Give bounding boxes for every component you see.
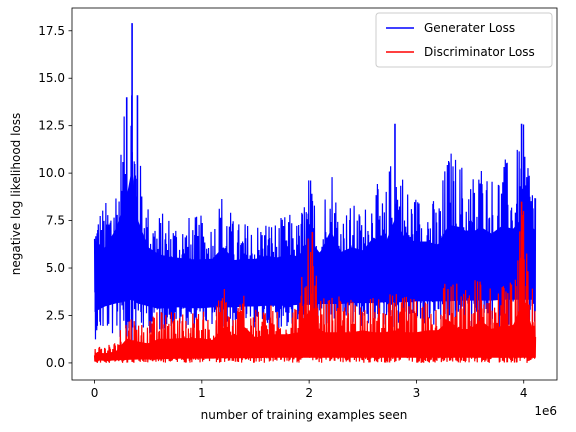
y-tick-label: 12.5 bbox=[38, 119, 65, 133]
series-core-band bbox=[94, 299, 536, 361]
y-tick-label: 17.5 bbox=[38, 24, 65, 38]
y-tick-label: 7.5 bbox=[46, 214, 65, 228]
y-axis: 0.0 2.5 5.0 7.5 10.0 12.5 15.0 17.5 bbox=[38, 24, 72, 370]
series-layer bbox=[93, 23, 537, 363]
y-tick-label: 2.5 bbox=[46, 308, 65, 322]
y-tick-label: 0.0 bbox=[46, 356, 65, 370]
series-generater-loss bbox=[93, 23, 537, 344]
x-axis: 0 1 2 3 4 bbox=[91, 380, 528, 400]
series-core-band bbox=[94, 171, 536, 312]
x-tick-label: 3 bbox=[413, 386, 421, 400]
plot-frame bbox=[71, 7, 558, 381]
x-tick-label: 2 bbox=[305, 386, 313, 400]
legend-label-discriminator-loss: Discriminator Loss bbox=[424, 45, 535, 59]
legend: Generater Loss Discriminator Loss bbox=[375, 12, 553, 68]
y-tick-label: 5.0 bbox=[46, 261, 65, 275]
x-offset-label: 1e6 bbox=[534, 404, 557, 418]
series-discriminator-loss bbox=[93, 201, 537, 363]
y-tick-label: 10.0 bbox=[38, 166, 65, 180]
legend-label-generater-loss: Generater Loss bbox=[424, 21, 515, 35]
x-tick-label: 0 bbox=[91, 386, 99, 400]
y-tick-label: 15.0 bbox=[38, 71, 65, 85]
x-axis-label: number of training examples seen bbox=[201, 408, 408, 422]
x-tick-label: 4 bbox=[520, 386, 528, 400]
legend-box bbox=[375, 12, 553, 68]
x-tick-label: 1 bbox=[198, 386, 206, 400]
y-axis-label: negative log likelihood loss bbox=[9, 113, 23, 276]
